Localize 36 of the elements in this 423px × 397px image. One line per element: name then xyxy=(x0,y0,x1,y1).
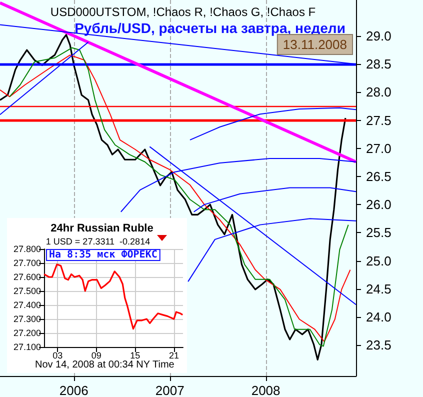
x-tick-label: 2008 xyxy=(251,383,280,397)
y-tick-label: 27.600 xyxy=(13,272,41,282)
y-tick-label: 26.0 xyxy=(366,197,392,212)
x-tick-label: 09 xyxy=(91,350,102,360)
x-tick-label: 15 xyxy=(130,350,140,360)
y-tick-label: 24.5 xyxy=(366,281,392,296)
y-tick-label: 28.5 xyxy=(366,56,392,72)
chart-title: 24hr Russian Ruble xyxy=(50,222,154,234)
y-tick-label: 27.400 xyxy=(13,300,41,310)
annotation: Nov 14, 2008 at 00:34 NY Time xyxy=(35,360,175,370)
y-tick-label: 24.0 xyxy=(366,309,392,324)
y-tick-label: 27.200 xyxy=(13,328,41,338)
y-tick-label: 25.0 xyxy=(366,253,392,268)
x-tick-label: 21 xyxy=(168,350,179,360)
text: Рубль/USD, расчеты на завтра, недели xyxy=(74,20,346,36)
annotation: На 8:35 мск ФОРЕКС xyxy=(49,250,158,260)
y-tick-label: 27.800 xyxy=(13,244,41,254)
x-tick-label: 03 xyxy=(52,350,63,360)
chart-subtitle: USD000UTSTOM, !Chaos R, !Chaos G, !Chaos F xyxy=(50,5,316,19)
x-tick-label: 2006 xyxy=(59,383,88,397)
y-tick-label: 29.0 xyxy=(366,28,392,44)
y-tick-label: 27.700 xyxy=(13,258,41,268)
y-tick-label: 27.300 xyxy=(13,314,41,324)
y-tick-label: 28.0 xyxy=(366,84,392,100)
y-tick-label: 27.100 xyxy=(13,342,41,352)
y-tick-label: 27.5 xyxy=(366,112,392,128)
x-tick-label: 2007 xyxy=(155,383,184,397)
y-tick-label: 23.5 xyxy=(366,338,392,353)
y-tick-label: 25.5 xyxy=(366,225,392,240)
chart-subtitle: 1 USD = 27.3311 -0.2814 xyxy=(46,236,150,246)
y-tick-label: 26.5 xyxy=(366,168,392,184)
y-tick-label: 27.500 xyxy=(13,286,41,296)
y-tick-label: 27.0 xyxy=(366,140,392,156)
annotation: 13.11.2008 xyxy=(282,37,348,52)
line-series xyxy=(189,107,356,140)
line-series xyxy=(43,264,184,330)
